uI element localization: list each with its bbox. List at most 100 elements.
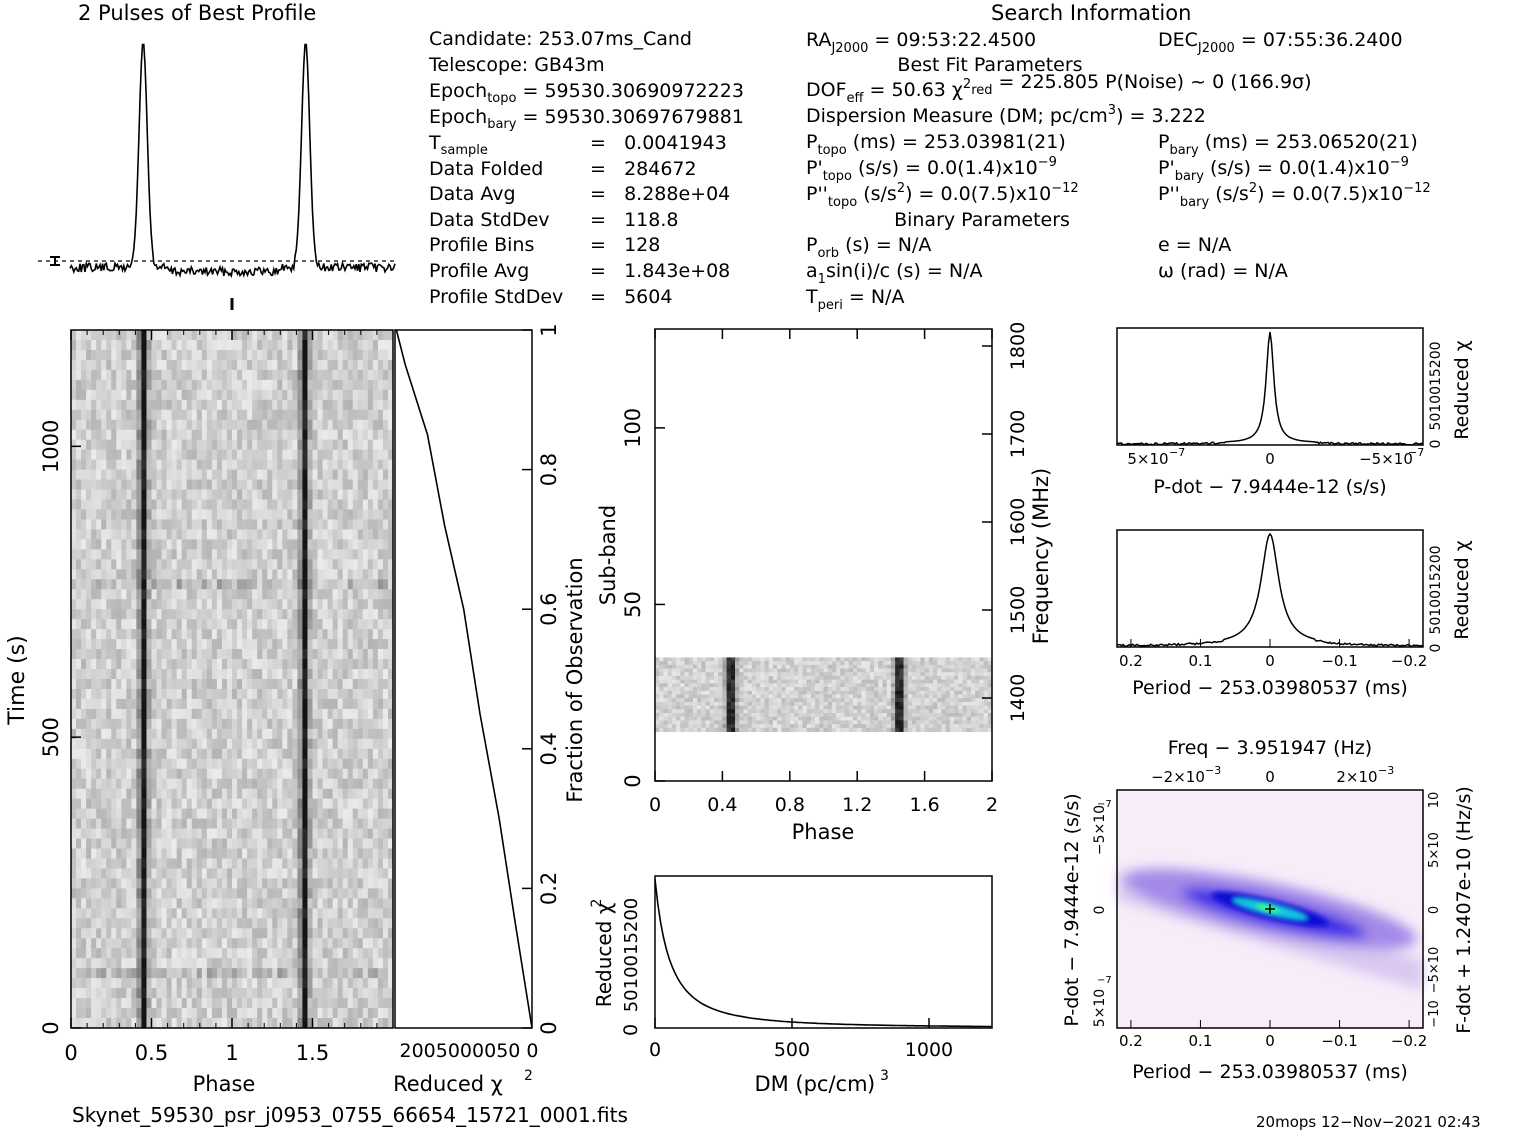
subband-cell: [970, 657, 976, 662]
heatmap-cell: [352, 409, 359, 421]
heatmap-cell: [347, 579, 354, 590]
heatmap-cell: [362, 848, 369, 859]
heatmap-cell: [121, 708, 127, 720]
heatmap-cell: [161, 499, 167, 510]
heatmap-cell: [292, 868, 298, 879]
heatmap-cell: [247, 988, 253, 999]
heatmap-cell: [302, 848, 308, 859]
heatmap-cell: [327, 848, 334, 859]
heatmap-cell: [382, 639, 389, 650]
heatmap-cell: [156, 479, 162, 490]
heatmap-cell: [312, 389, 318, 401]
heatmap-cell: [181, 858, 188, 869]
heatmap-cell: [141, 698, 147, 710]
heatmap-cell: [312, 898, 318, 909]
heatmap-cell: [121, 579, 127, 590]
heatmap-cell: [277, 499, 283, 510]
heatmap-cell: [161, 948, 167, 959]
heatmap-cell: [242, 359, 248, 371]
heatmap-cell: [106, 609, 112, 620]
heatmap-cell: [216, 818, 223, 829]
heatmap-cell: [226, 898, 233, 909]
subband-cell: [726, 668, 732, 673]
heatmap-cell: [81, 599, 87, 610]
subband-cell: [895, 661, 900, 666]
heatmap-cell: [221, 359, 228, 371]
heatmap-cell: [277, 1008, 283, 1019]
heatmap-cell: [141, 529, 147, 540]
heatmap-cell: [377, 429, 384, 441]
heatmap-cell: [357, 698, 364, 710]
heatmap-cell: [287, 509, 293, 520]
heatmap-cell: [116, 389, 122, 401]
heatmap-cell: [292, 339, 298, 351]
heatmap-cell: [186, 479, 193, 490]
heatmap-cell: [211, 579, 218, 590]
heatmap-cell: [277, 330, 283, 341]
heatmap-cell: [131, 509, 137, 520]
heatmap-cell: [141, 489, 147, 500]
heatmap-cell: [262, 679, 268, 690]
subband-cell: [886, 661, 892, 666]
heatmap-cell: [186, 818, 193, 829]
heatmap-cell: [86, 619, 92, 630]
heatmap-cell: [382, 629, 389, 640]
heatmap-cell: [237, 419, 243, 431]
heatmap-cell: [252, 1018, 258, 1029]
heatmap-cell: [267, 339, 273, 351]
heatmap-cell: [262, 778, 268, 790]
heatmap-cell: [176, 918, 183, 929]
heatmap-cell: [332, 489, 339, 500]
heatmap-cell: [141, 369, 147, 381]
heatmap-cell: [267, 479, 273, 490]
heatmap-cell: [156, 389, 162, 401]
heatmap-cell: [161, 1018, 167, 1029]
heatmap-cell: [267, 399, 273, 411]
heatmap-cell: [86, 878, 92, 889]
heatmap-cell: [292, 848, 298, 859]
heatmap-cell: [141, 728, 147, 740]
heatmap-cell: [312, 469, 318, 480]
heatmap-cell: [277, 629, 283, 640]
heatmap-cell: [387, 878, 394, 889]
heatmap-cell: [171, 848, 178, 859]
heatmap-cell: [161, 519, 167, 530]
heatmap-cell: [141, 1008, 147, 1019]
heatmap-cell: [156, 459, 162, 470]
heatmap-cell: [322, 369, 328, 381]
heatmap-cell: [347, 748, 354, 760]
heatmap-cell: [176, 778, 183, 790]
heatmap-cell: [76, 998, 82, 1009]
subband-cell: [874, 668, 879, 673]
heatmap-cell: [171, 539, 178, 550]
heatmap-cell: [377, 728, 384, 740]
heatmap-cell: [226, 639, 233, 650]
heatmap-cell: [121, 798, 127, 810]
heatmap-cell: [277, 858, 283, 869]
heatmap-cell: [292, 429, 298, 441]
heatmap-cell: [297, 758, 303, 770]
heatmap-cell: [186, 489, 193, 500]
heatmap-cell: [387, 808, 394, 819]
heatmap-cell: [322, 758, 328, 770]
heatmap-cell: [146, 808, 152, 819]
heatmap-cell: [191, 948, 198, 959]
heatmap-cell: [106, 778, 112, 790]
subband-cell: [671, 657, 677, 662]
heatmap-cell: [76, 539, 82, 550]
heatmap-cell: [96, 738, 102, 750]
heatmap-cell: [262, 469, 268, 480]
heatmap-cell: [211, 439, 218, 451]
heatmap-cell: [352, 718, 359, 730]
heatmap-cell: [337, 898, 344, 909]
heatmap-cell: [357, 679, 364, 690]
heatmap-cell: [382, 589, 389, 600]
heatmap-cell: [317, 758, 323, 770]
subband-cell: [928, 661, 934, 666]
heatmap-cell: [387, 908, 394, 919]
heatmap-cell: [201, 708, 208, 720]
heatmap-cell: [372, 798, 379, 810]
subband-cell: [823, 661, 829, 666]
heatmap-cell: [156, 639, 162, 650]
heatmap-cell: [181, 738, 188, 750]
